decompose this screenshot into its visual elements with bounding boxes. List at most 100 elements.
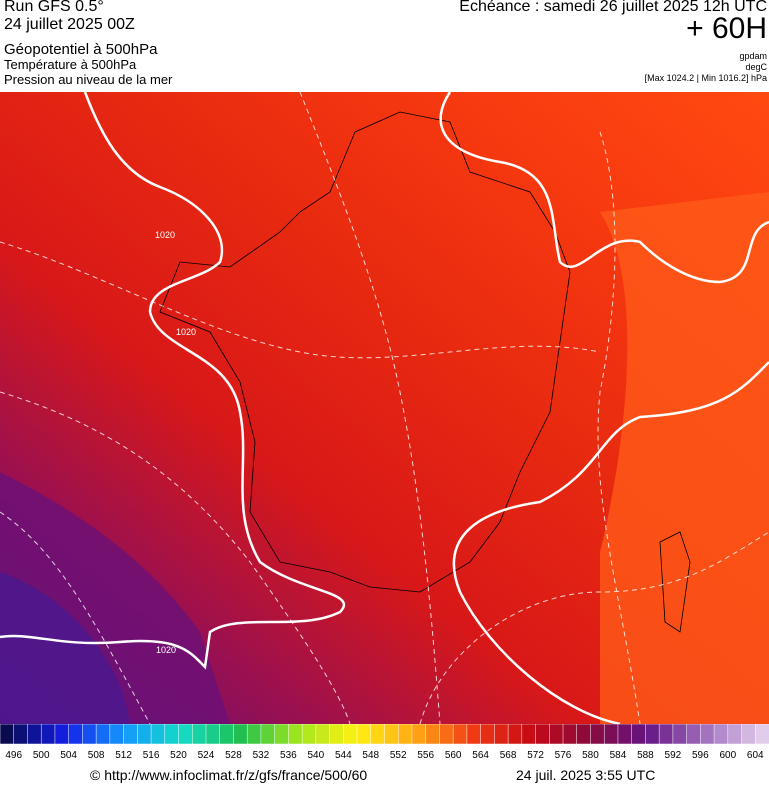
lead-time: + 60H [686,12,767,45]
color-swatch [40,724,56,745]
unit: gpdam [739,51,767,61]
color-swatch [192,724,207,745]
isobar-label: 1020 [156,645,176,655]
color-swatch [246,724,262,745]
field-label: Pression au niveau de la mer [4,72,173,87]
colorbar-label: 604 [747,750,764,761]
color-swatch [27,724,42,745]
color-swatch [13,724,29,745]
color-swatch [590,724,605,745]
color-swatch [343,724,358,745]
run-date: 24 juillet 2025 00Z [4,16,135,33]
unit: degC [745,62,767,72]
isobars [0,92,769,724]
isobar-label: 1020 [176,327,196,337]
color-swatch [68,724,84,745]
color-swatch [658,724,674,745]
color-swatch [741,724,757,745]
color-swatch [233,724,248,745]
run-label: Run GFS 0.5° [4,0,104,15]
color-swatch [274,724,290,745]
color-swatch [452,724,468,745]
color-swatch [603,724,619,745]
colorbar-label: 576 [555,750,572,761]
echeance: Echéance : samedi 26 juillet 2025 12h UT… [459,0,767,15]
color-swatch [686,724,702,745]
color-swatch [123,724,139,745]
isobar [452,361,769,724]
colorbar-label: 512 [115,750,132,761]
color-swatch [219,724,235,745]
color-swatch [425,724,441,745]
colorbar-label: 504 [60,750,77,761]
colorbar-label: 556 [417,750,434,761]
color-swatch [411,724,427,745]
color-swatch [82,724,97,745]
colorbar-label: 548 [362,750,379,761]
color-swatch [384,724,399,745]
colorbar-label: 584 [610,750,627,761]
colorbar-label: 528 [225,750,242,761]
map: 1020 1020 1020 [0,92,769,724]
color-swatch [672,724,688,745]
colorbar-label: 524 [198,750,215,761]
color-swatch [727,724,743,745]
color-swatch [288,724,303,745]
colorbar-label: 536 [280,750,297,761]
color-swatch [95,724,111,745]
colorbar-label: 500 [33,750,50,761]
color-swatch [494,724,509,745]
color-swatch [645,724,660,745]
color-swatch [535,724,551,745]
color-swatch [260,724,276,745]
colorbar-label: 532 [253,750,270,761]
color-swatch [466,724,482,745]
source: © http://www.infoclimat.fr/z/gfs/france/… [90,767,368,783]
color-swatch [631,724,647,745]
color-swatch [137,724,152,745]
colorbar-label: 580 [582,750,599,761]
color-swatch [507,724,523,745]
color-swatch [562,724,578,745]
color-swatch [164,724,180,745]
isotherms [0,92,769,724]
colorbar-label: 592 [665,750,682,761]
colorbar-label: 516 [143,750,160,761]
color-swatch [549,724,564,745]
isobar-label: 1020 [155,230,175,240]
colorbar-label: 600 [719,750,736,761]
cold-zone [0,572,130,724]
color-swatch [150,724,166,745]
color-swatch [617,724,633,745]
warm-zone [600,192,769,724]
colorbar-label: 560 [445,750,462,761]
color-swatch [109,724,125,745]
colorbar-label: 540 [307,750,324,761]
field-label: Géopotentiel à 500hPa [4,41,158,58]
colorbar-label: 588 [637,750,654,761]
color-swatch [397,724,413,745]
colorbar-label: 508 [88,750,105,761]
color-swatch [301,724,317,745]
color-swatch [205,724,221,745]
colorbar-label: 520 [170,750,187,761]
colorbar-label: 568 [500,750,517,761]
isobar [0,92,346,670]
colorbar: 496 500 504 508 512 516 520 524 528 532 536 540 544 5… [0,724,769,761]
color-swatch [0,724,15,745]
colorbar-label: 544 [335,750,352,761]
corsica [659,531,691,633]
color-swatch [521,724,537,745]
colorbar-label: 496 [5,750,22,761]
color-swatch [713,724,729,745]
color-swatch [329,724,345,745]
timestamp: 24 juil. 2025 3:55 UTC [516,767,656,783]
color-swatch [755,724,769,745]
color-swatch [54,724,70,745]
coastline [159,111,571,593]
color-swatch [700,724,715,745]
color-swatch [576,724,592,745]
min-max: [Max 1024.2 | Min 1016.2] hPa [644,73,767,83]
color-swatch [178,724,193,745]
